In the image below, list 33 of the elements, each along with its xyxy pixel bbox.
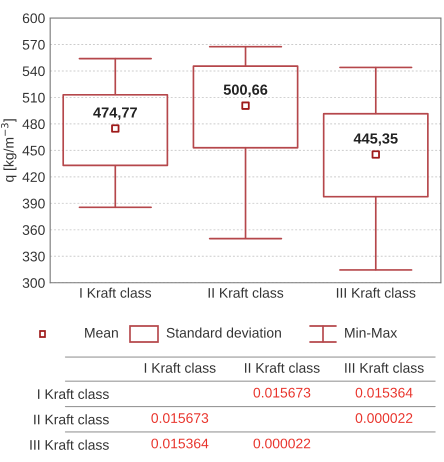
category-label: I Kraft class	[144, 362, 216, 373]
text: Min-Max	[345, 328, 398, 338]
y-tick-label: 300	[22, 278, 45, 288]
category-label: II Kraft class	[34, 414, 109, 424]
text: 0.015673	[254, 388, 310, 398]
y-tick-label: 360	[22, 225, 45, 235]
x-tick-label: III Kraft class	[336, 288, 416, 298]
category-label: III Kraft class	[345, 362, 424, 373]
text: Standard deviation	[166, 328, 281, 338]
category-label: I Kraft class	[38, 388, 109, 400]
y-tick-label: 600	[22, 13, 45, 24]
text: 474,77	[93, 108, 137, 120]
y-tick-label: 330	[22, 252, 45, 262]
text: 500,66	[224, 84, 268, 97]
x-tick-label: I Kraft class	[80, 288, 152, 298]
y-tick-label: 570	[22, 40, 45, 50]
text: 0.000022	[356, 413, 412, 423]
category-label: II Kraft class	[245, 362, 320, 373]
text: 0.015364	[356, 388, 413, 398]
y-axis-title: q [kg/m$^{−3}$]	[1, 119, 16, 182]
text: 0.015673	[151, 413, 208, 423]
text: Mean	[85, 328, 118, 338]
text: 0.000022	[254, 438, 310, 448]
y-tick-label: 540	[22, 66, 45, 76]
category-label: III Kraft class	[30, 440, 109, 450]
text: 0.015364	[151, 438, 208, 448]
y-tick-label: 450	[22, 146, 45, 156]
y-tick-label: 480	[22, 119, 45, 130]
y-tick-label: 390	[22, 198, 45, 208]
y-tick-label: 510	[22, 92, 45, 103]
text: 445,35	[354, 133, 398, 146]
x-tick-label: II Kraft class	[208, 288, 284, 298]
y-tick-label: 420	[22, 172, 45, 182]
